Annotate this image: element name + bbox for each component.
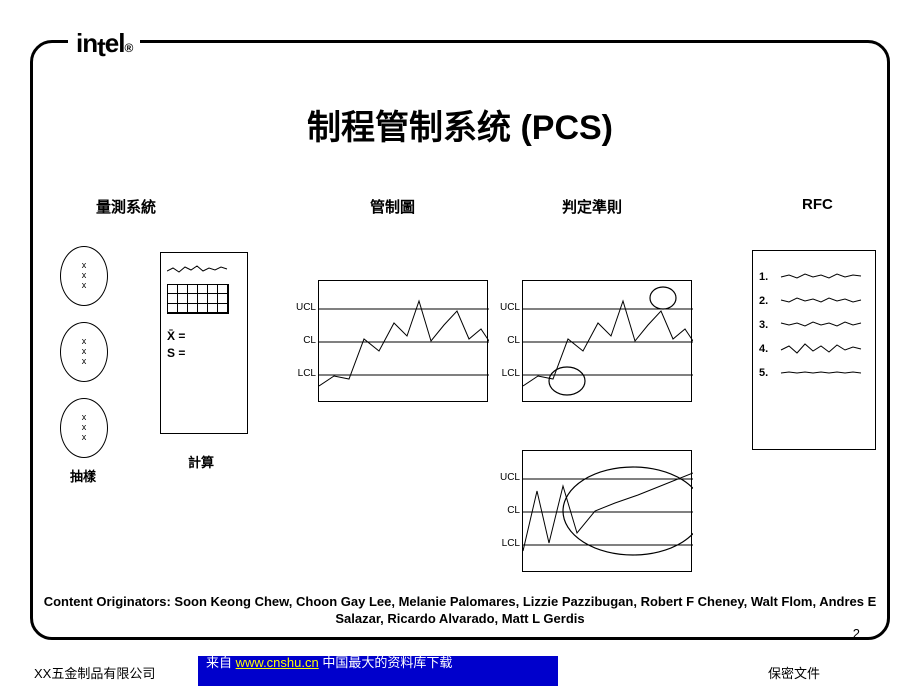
rfc-row-5: 5. [759, 365, 869, 381]
intel-logo: intel® [68, 28, 140, 59]
calc-grid-icon [167, 284, 229, 314]
rfc-squiggle-4-icon [777, 341, 869, 357]
rfc-row-1: 1. [759, 269, 869, 285]
calc-box: X̄ = S = [160, 252, 248, 434]
sample-ellipse-1: xxx [60, 246, 108, 306]
rfc-squiggle-2-icon [777, 293, 869, 309]
col-header-rfc: RFC [802, 196, 833, 213]
source-link[interactable]: www.cnshu.cn [236, 655, 319, 670]
source-suffix: 中国最大的资料库下载 [322, 655, 452, 670]
cl-label-2: CL [494, 335, 520, 346]
calc-squiggle-icon [167, 263, 231, 275]
footer-confidential: 保密文件 [768, 663, 820, 682]
control-chart-2 [522, 280, 692, 402]
rfc-row-2: 2. [759, 293, 869, 309]
ucl-label-1: UCL [290, 302, 316, 313]
ucl-label-3: UCL [494, 472, 520, 483]
page-number: 2 [853, 626, 860, 641]
rfc-squiggle-3-icon [777, 317, 869, 333]
source-bar: 来自 www.cnshu.cn 中国最大的资料库下载 [198, 656, 558, 686]
lcl-label-2: LCL [494, 368, 520, 379]
rfc-num-1: 1. [759, 271, 773, 283]
sample-ellipse-3: xxx [60, 398, 108, 458]
col-header-control: 管制圖 [370, 196, 415, 217]
col-header-rules: 判定準則 [562, 196, 622, 217]
source-prefix: 来自 [206, 655, 236, 670]
rfc-squiggle-5-icon [777, 365, 869, 381]
rfc-squiggle-1-icon [777, 269, 869, 285]
rfc-box: 1. 2. 3. 4. 5. [752, 250, 876, 450]
rfc-num-3: 3. [759, 319, 773, 331]
lcl-label-1: LCL [290, 368, 316, 379]
lcl-label-3: LCL [494, 538, 520, 549]
calc-xbar: X̄ = [167, 328, 241, 345]
calc-label: 計算 [188, 452, 214, 471]
col-header-measure: 量測系統 [96, 196, 156, 217]
rfc-num-2: 2. [759, 295, 773, 307]
ucl-label-2: UCL [494, 302, 520, 313]
rfc-row-3: 3. [759, 317, 869, 333]
control-chart-1 [318, 280, 488, 402]
calc-s: S = [167, 345, 241, 362]
cl-label-1: CL [290, 335, 316, 346]
footer-company: XX五金制品有限公司 [34, 663, 155, 682]
sample-label: 抽樣 [70, 466, 96, 485]
rfc-num-4: 4. [759, 343, 773, 355]
cl-label-3: CL [494, 505, 520, 516]
page-title: 制程管制系统 (PCS) [0, 100, 920, 149]
rfc-row-4: 4. [759, 341, 869, 357]
content-originators: Content Originators: Soon Keong Chew, Ch… [0, 594, 920, 628]
sample-ellipse-2: xxx [60, 322, 108, 382]
rfc-num-5: 5. [759, 367, 773, 379]
control-chart-3 [522, 450, 692, 572]
